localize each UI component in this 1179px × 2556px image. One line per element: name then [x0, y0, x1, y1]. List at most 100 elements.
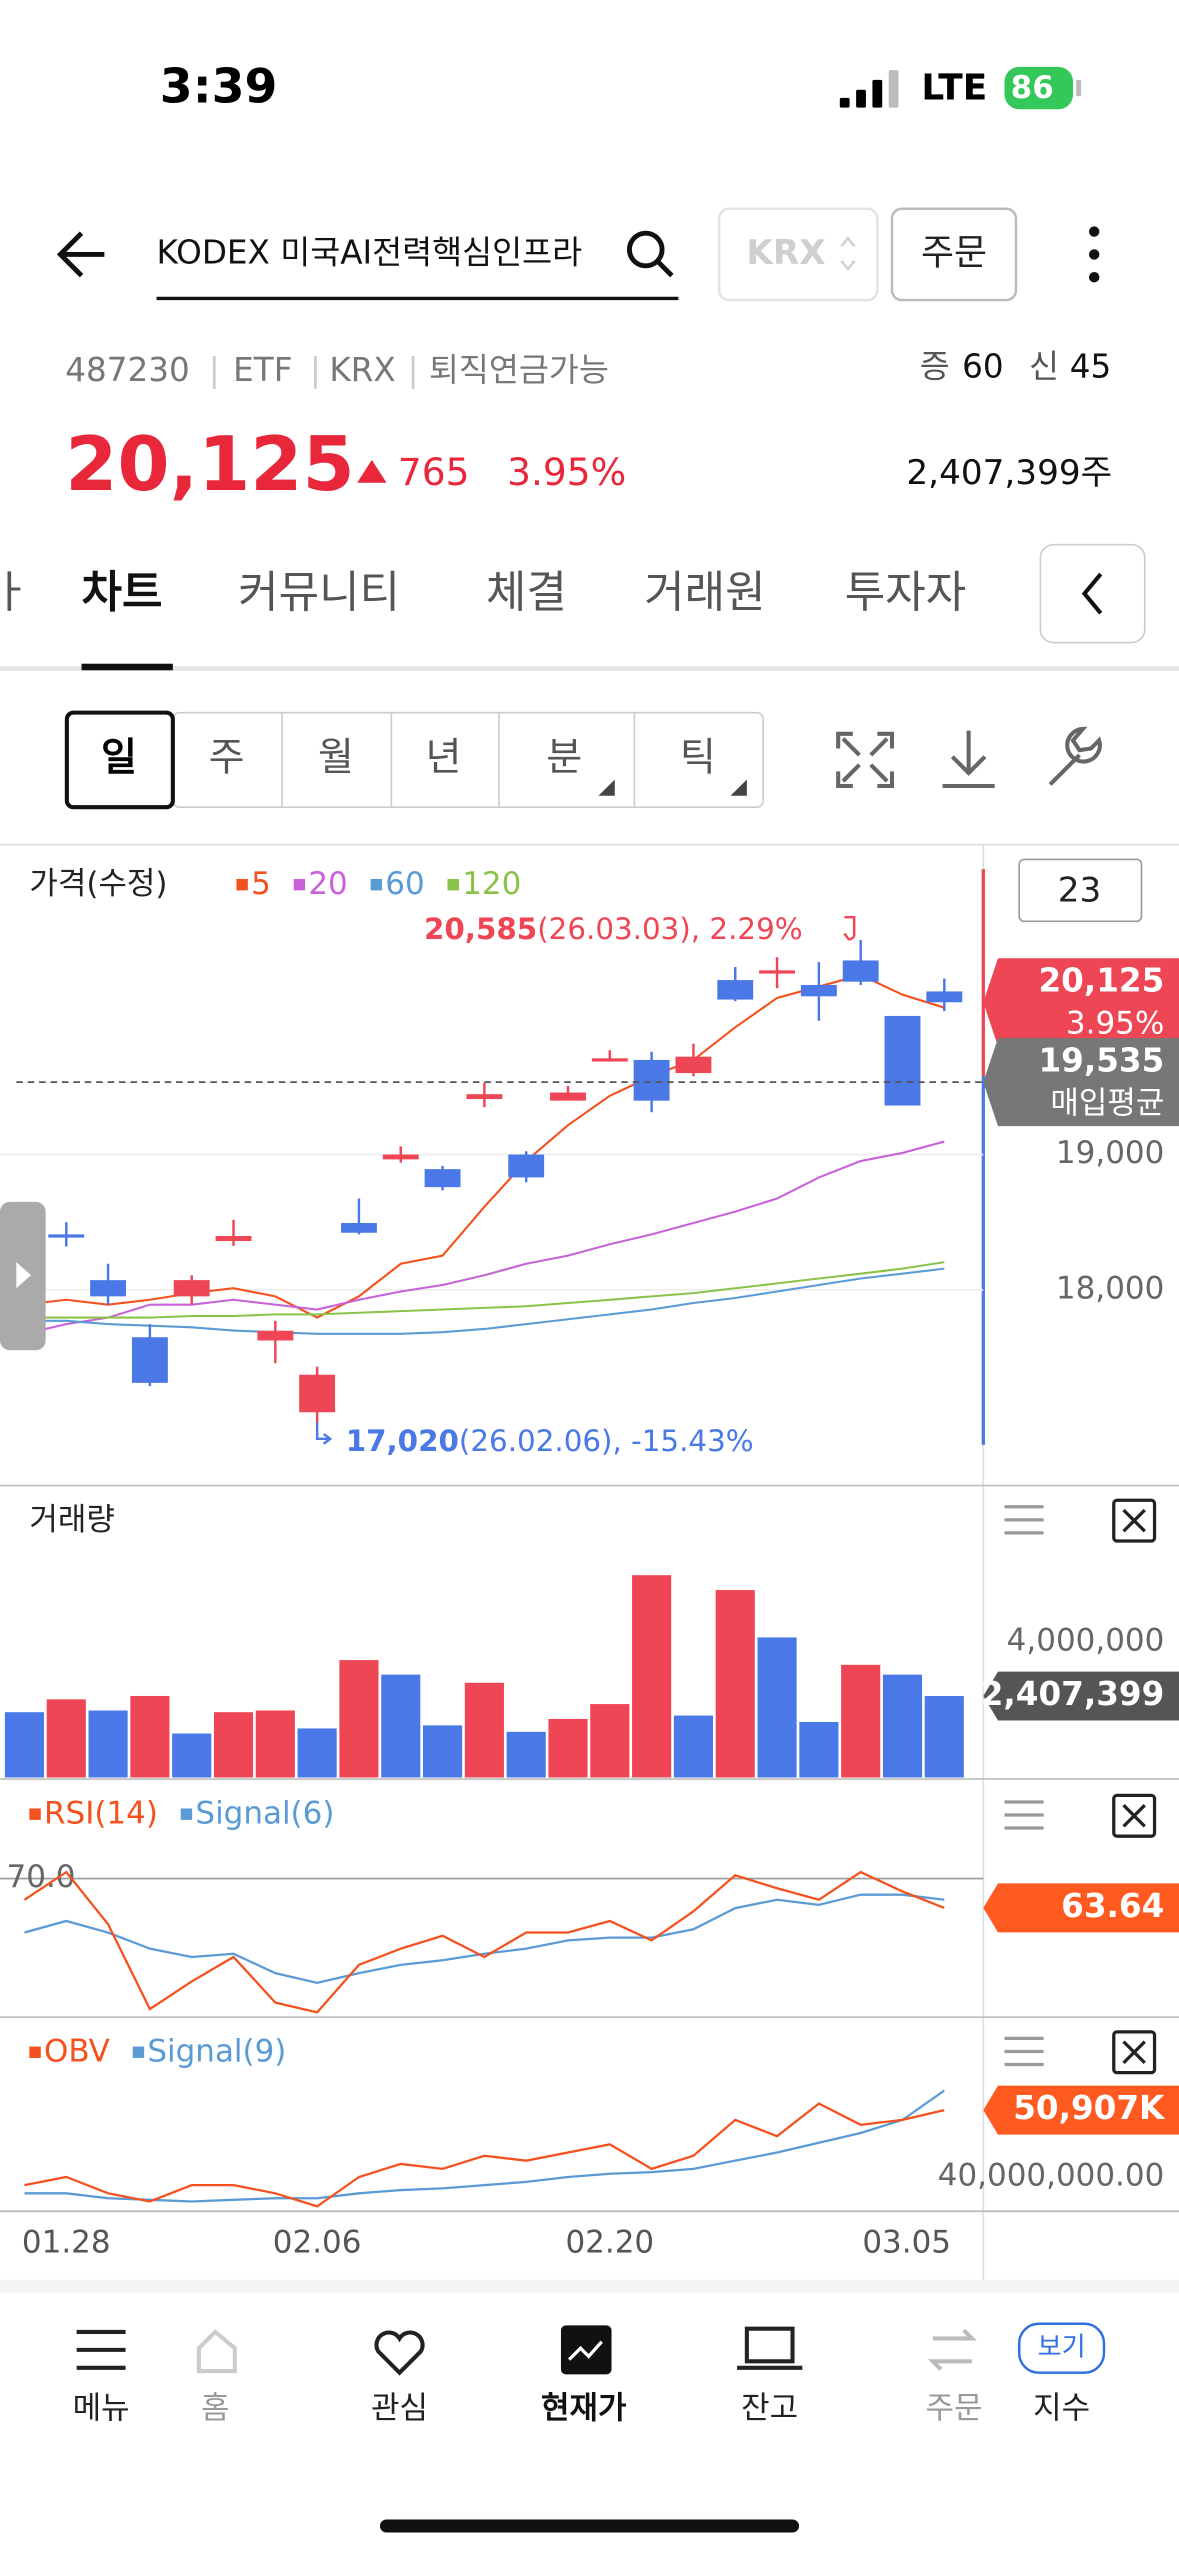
tab[interactable]: 커뮤니티	[238, 567, 400, 618]
candle-body	[633, 1059, 670, 1101]
candle-body	[257, 1330, 294, 1341]
price-tag-sub: 3.95%	[1066, 1006, 1164, 1042]
volume-bar	[4, 1712, 45, 1778]
stock-tag: 퇴직연금가능	[429, 351, 609, 389]
nav-item[interactable]: 지수	[1033, 2391, 1090, 2427]
nav-item[interactable]: 현재가	[541, 2391, 627, 2427]
period[interactable]: 분	[546, 735, 582, 780]
legend-label: RSI(14)	[44, 1795, 158, 1831]
legend-swatch	[236, 878, 248, 891]
volume-bar	[339, 1660, 379, 1778]
legend-label: 20	[308, 866, 347, 902]
volume-bar	[88, 1710, 128, 1778]
candle-body	[884, 1015, 921, 1106]
tab[interactable]: 차트	[82, 567, 163, 618]
candle-body	[842, 960, 879, 982]
y-tick-label: 19,000	[1056, 1135, 1164, 1171]
candle-body	[675, 1056, 712, 1074]
clock: 3:39	[160, 60, 278, 115]
credit-label: 신	[1029, 348, 1059, 386]
candle-body	[550, 1092, 586, 1101]
candle-body	[508, 1154, 545, 1178]
nav-item[interactable]: 잔고	[741, 2391, 798, 2427]
high-note-value: 20,585	[424, 912, 537, 946]
candle-body	[382, 1154, 419, 1160]
legend-label: Signal(6)	[195, 1795, 334, 1831]
indicator-line	[24, 2102, 945, 2208]
high-note: 20,585(26.03.03), 2.29%	[424, 912, 803, 946]
search-text[interactable]: KODEX 미국AI전력핵심인프라	[157, 233, 583, 271]
period-selected[interactable]	[64, 710, 175, 810]
volume-bar	[673, 1715, 714, 1778]
volume-bar	[213, 1712, 254, 1778]
legend-swatch	[29, 1808, 41, 1820]
legend-label: OBV	[44, 2034, 110, 2070]
y-tick-label: 4,000,000	[1007, 1623, 1165, 1659]
legend-label: 120	[462, 866, 521, 902]
select-arrows	[840, 236, 856, 272]
low-note-detail: (26.02.06), -15.43%	[459, 1424, 754, 1458]
candle-body	[173, 1280, 210, 1297]
candle-body	[131, 1337, 168, 1383]
candle-body	[341, 1223, 377, 1233]
order-button[interactable]	[890, 207, 1018, 302]
expand-icon[interactable]	[836, 731, 895, 789]
legend-label: 5	[251, 866, 271, 902]
indicator-line	[24, 2089, 945, 2203]
up-triangle	[357, 459, 387, 483]
more-button[interactable]	[1088, 226, 1100, 283]
back-button[interactable]	[56, 231, 105, 278]
volume-bar	[464, 1682, 504, 1778]
legend-swatch	[370, 878, 383, 891]
period[interactable]: 년	[426, 735, 462, 780]
plot-area: 70.0	[0, 940, 984, 2208]
price-tag	[983, 1671, 1179, 1721]
nav-fade	[994, 2397, 1020, 2430]
settings-icon[interactable]	[1048, 726, 1102, 786]
period[interactable]: 주	[209, 735, 245, 780]
nav-item[interactable]: 메뉴	[73, 2391, 130, 2427]
tab-scroll-button[interactable]	[1039, 543, 1146, 644]
battery-cap	[1076, 79, 1082, 97]
tab[interactable]: 거래원	[644, 567, 765, 618]
stock-meta: 487230 | ETF | KRX | 퇴직연금가능	[65, 351, 609, 389]
exchange-text: KRX	[746, 233, 825, 273]
period-box[interactable]	[1018, 858, 1143, 923]
period[interactable]: 틱	[680, 735, 716, 780]
chevron-left	[1081, 572, 1103, 615]
legend-label: Signal(9)	[147, 2034, 286, 2070]
download-icon[interactable]	[942, 730, 995, 789]
tab[interactable]: 투자자	[845, 567, 966, 618]
candle-body	[299, 1374, 336, 1413]
nav-item[interactable]: 주문	[925, 2391, 982, 2427]
period[interactable]: 일	[101, 735, 137, 780]
indicator-line	[23, 1870, 945, 2014]
nav-item[interactable]: 홈	[201, 2391, 230, 2427]
volume-bar	[548, 1718, 588, 1778]
margin-label: 증	[920, 348, 950, 386]
legend-swatch	[293, 878, 306, 891]
price-tag-label: 20,125	[1038, 962, 1164, 1000]
credit-value: 45	[1070, 348, 1112, 386]
nav-icons	[76, 2326, 977, 2376]
high-note-detail: (26.03.03), 2.29%	[537, 912, 802, 946]
price-tag-label: 50,907K	[1013, 2089, 1166, 2127]
candle-body	[215, 1236, 252, 1242]
search-icon[interactable]	[627, 230, 674, 278]
tab[interactable]: 체결	[486, 567, 567, 618]
price-tag-label: 19,535	[1038, 1042, 1164, 1080]
price-tag-sub: 매입평균	[1050, 1085, 1164, 1121]
period[interactable]: 월	[318, 735, 354, 780]
nav-item[interactable]: 관심	[371, 2391, 428, 2427]
battery-level: 86	[1011, 70, 1054, 106]
stock-type: ETF	[233, 351, 292, 389]
x-tick-label: 02.06	[273, 2224, 362, 2260]
side-handle-arrow	[16, 1262, 31, 1289]
volume-bar	[632, 1575, 672, 1778]
volume-bar	[715, 1590, 755, 1778]
volume-bar	[799, 1722, 839, 1778]
exchange-select[interactable]	[717, 207, 879, 302]
low-note: 17,020(26.02.06), -15.43%	[346, 1424, 754, 1458]
candle-body	[48, 1234, 85, 1238]
